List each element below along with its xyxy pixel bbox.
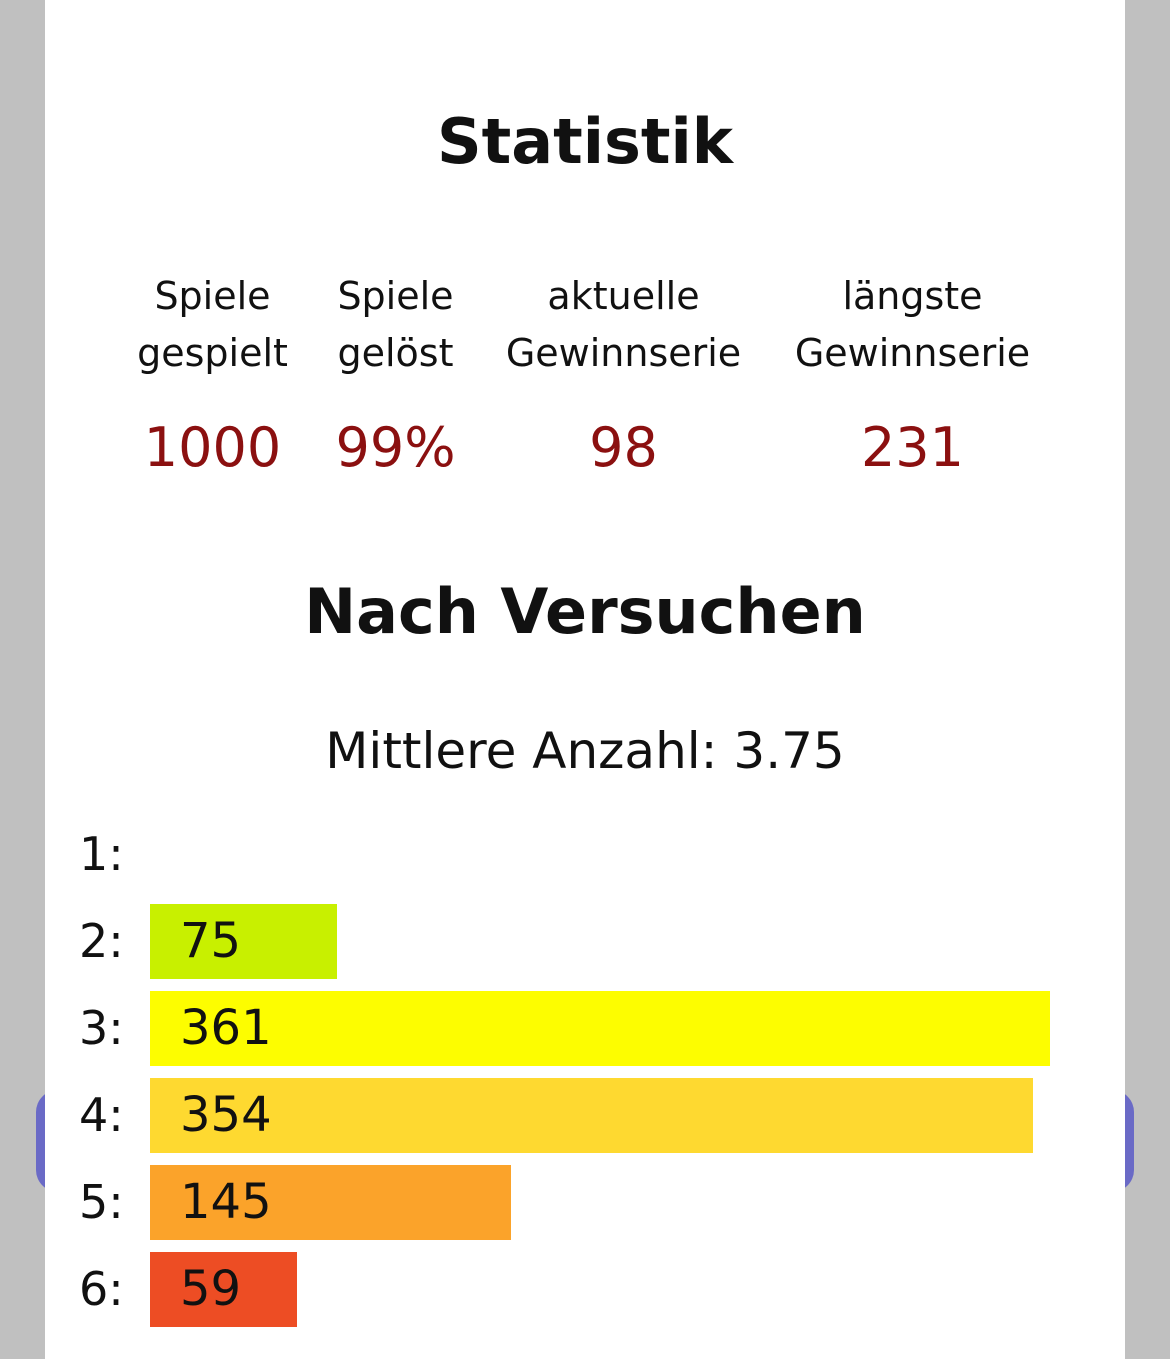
distribution-row: 2: 75 (45, 904, 1125, 979)
stat-value: 1000 (143, 416, 282, 479)
stat-games-solved: Spiele gelöst 99% (328, 268, 463, 480)
stat-label-line1: aktuelle (547, 274, 700, 318)
stat-label-line1: Spiele (337, 274, 454, 318)
distribution-row-label: 4: (79, 1088, 124, 1142)
stat-value: 99% (335, 416, 456, 479)
stat-value: 98 (589, 416, 658, 479)
distribution-bar: 361 (150, 991, 1050, 1066)
distribution-row-label: 2: (79, 914, 124, 968)
statistics-title: Statistik (436, 105, 734, 178)
distribution-row-label: 6: (79, 1262, 124, 1316)
statistics-modal: Statistik Spiele gespielt 1000 Spiele ge… (45, 0, 1125, 1359)
distribution-row: 3: 361 (45, 991, 1125, 1066)
distribution-row: 1: (45, 817, 1125, 892)
distribution-bar-count: 75 (180, 913, 242, 969)
distribution-row-label: 5: (79, 1175, 124, 1229)
distribution-bar: 354 (150, 1078, 1033, 1153)
distribution-bar: 59 (150, 1252, 297, 1327)
stat-label-line2: gespielt (137, 331, 288, 375)
stat-label-line1: längste (842, 274, 983, 318)
stat-label-line2: gelöst (337, 331, 454, 375)
distribution-bar-count: 145 (180, 1174, 272, 1230)
distribution-row: 6: 59 (45, 1252, 1125, 1327)
distribution-bar: 145 (150, 1165, 511, 1240)
distribution-row: 4: 354 (45, 1078, 1125, 1153)
distribution-bar-count: 354 (180, 1087, 272, 1143)
stat-value: 231 (860, 416, 965, 479)
distribution-title: Nach Versuchen (304, 575, 866, 648)
distribution-row: 5: 145 (45, 1165, 1125, 1240)
distribution-row-label: 1: (79, 827, 124, 881)
distribution-bar-count: 59 (180, 1261, 242, 1317)
stat-current-streak: aktuelle Gewinnserie 98 (491, 268, 756, 480)
stat-label-line2: Gewinnserie (505, 331, 742, 375)
stat-games-played: Spiele gespielt 1000 (125, 268, 300, 480)
distribution-row-label: 3: (79, 1001, 124, 1055)
stat-longest-streak: längste Gewinnserie 231 (780, 268, 1045, 480)
stat-label-line1: Spiele (154, 274, 271, 318)
stat-label-line2: Gewinnserie (794, 331, 1031, 375)
average-guesses: Mittlere Anzahl: 3.75 (325, 722, 845, 780)
distribution-bar: 75 (150, 904, 337, 979)
distribution-bar-count: 361 (180, 1000, 272, 1056)
